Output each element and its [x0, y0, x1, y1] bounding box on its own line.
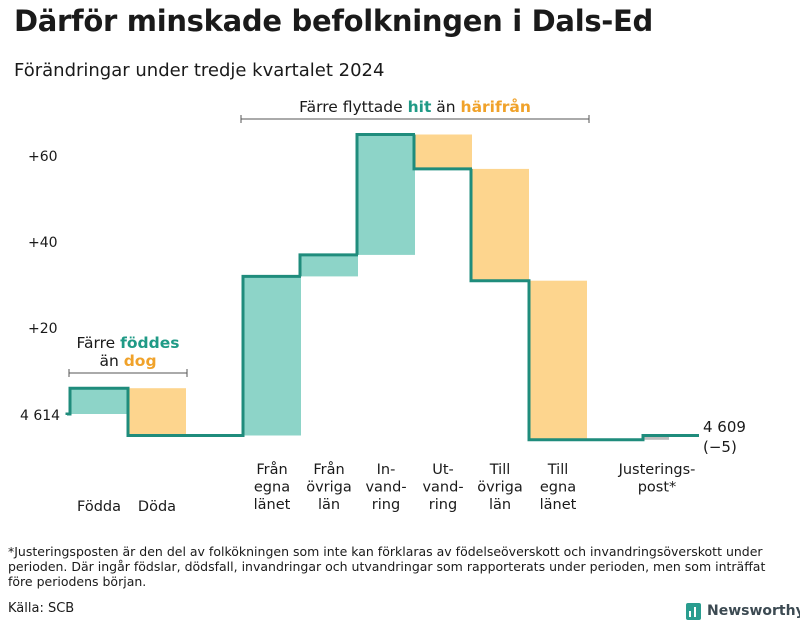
waterfall-bar-7 [471, 168, 529, 281]
category-label-4: Från övriga län [306, 461, 352, 513]
y-tick-label: +40 [28, 235, 58, 251]
waterfall-bar-9 [643, 435, 669, 440]
source: Källa: SCB [8, 601, 75, 616]
category-label-2: Döda [138, 499, 176, 515]
y-baseline-label: 4 614 [20, 408, 60, 424]
waterfall-bar-8 [529, 280, 587, 440]
waterfall-bar-3 [243, 276, 301, 436]
category-label-9: Justerings-post* [618, 462, 696, 496]
category-label-1: Födda [77, 499, 121, 515]
y-tick-label: +20 [28, 321, 58, 337]
bar-chart-icon [686, 602, 701, 620]
chart-subtitle: Förändringar under tredje kvartalet 2024 [14, 60, 385, 81]
waterfall-bar-1 [70, 388, 128, 414]
annotation-migration: Färre flyttade hit än härifrån [299, 97, 531, 116]
annotation-births-line1: Färre föddes [77, 334, 180, 352]
y-tick-label: +60 [28, 149, 58, 165]
chart-title: Därför minskade befolkningen i Dals-Ed [14, 4, 654, 38]
end-change-label: (−5) [703, 438, 737, 456]
waterfall-bar-2 [128, 388, 186, 436]
category-label-8: Till egna länet [540, 462, 577, 513]
brand-logo: Newsworthy [686, 601, 800, 621]
category-label-7: Till övriga län [477, 462, 523, 513]
category-label-5: In-vand-ring [365, 462, 406, 513]
footnote: *Justeringsposten är den del av folkökni… [8, 544, 766, 589]
annotation-births-line2: än dog [99, 352, 156, 370]
category-label-6: Ut-vand-ring [422, 462, 463, 513]
brand-name: Newsworthy [707, 603, 800, 619]
waterfall-bar-4 [300, 254, 358, 277]
waterfall-bar-5 [357, 134, 415, 255]
end-value-label: 4 609 [703, 418, 746, 436]
category-label-3: Från egna länet [254, 461, 291, 513]
waterfall-bar-6 [414, 134, 472, 169]
cumulative-step-line [65, 133, 699, 442]
